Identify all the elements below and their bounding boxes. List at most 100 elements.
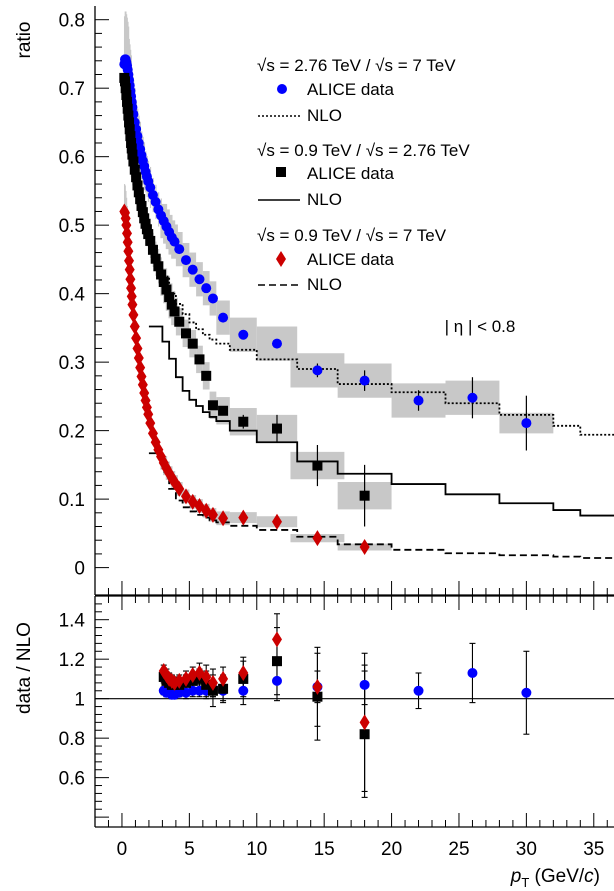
data-point-square bbox=[123, 110, 134, 121]
data-point-square bbox=[131, 172, 142, 183]
data-point-circle bbox=[207, 293, 218, 304]
data-point-circle bbox=[187, 264, 198, 275]
ratio-point-square bbox=[271, 656, 282, 667]
ratio-point-diamond bbox=[174, 672, 185, 689]
ratio-point-diamond bbox=[271, 631, 282, 648]
data-point-diamond bbox=[174, 480, 185, 497]
data-point-diamond bbox=[129, 318, 140, 335]
data-point-square bbox=[127, 149, 138, 160]
legend-marker-square bbox=[276, 167, 286, 177]
top-y-tick-label: 0.4 bbox=[59, 285, 86, 306]
x-tick-label: 25 bbox=[448, 839, 469, 860]
data-point-square bbox=[121, 90, 132, 101]
ratio-point-circle bbox=[413, 685, 424, 696]
data-point-circle bbox=[194, 274, 205, 285]
top-y-tick-label: 0.7 bbox=[59, 79, 85, 100]
ratio-point-circle bbox=[467, 668, 478, 678]
x-tick-label: 20 bbox=[381, 839, 402, 860]
legend: √s = 2.76 TeV / √s = 7 TeV ALICE data NL… bbox=[257, 56, 470, 294]
data-point-square bbox=[124, 124, 135, 135]
data-point-square bbox=[145, 235, 156, 246]
ratio-point-diamond bbox=[187, 666, 198, 683]
data-point-circle bbox=[238, 329, 249, 340]
data-point-square bbox=[126, 143, 137, 154]
data-point-diamond bbox=[312, 530, 323, 547]
legend-marker-circle bbox=[277, 84, 287, 94]
data-point-square bbox=[147, 244, 158, 255]
data-point-square bbox=[180, 328, 191, 339]
bottom-y-tick-label: 1 bbox=[74, 690, 85, 711]
data-point-square bbox=[119, 76, 130, 87]
data-point-square bbox=[153, 261, 164, 272]
data-point-square bbox=[140, 218, 151, 229]
top-axes: 0 0.1 0.2 0.3 0.4 0.5 0.6 0.7 0.8 bbox=[59, 6, 614, 596]
ratio-point-circle bbox=[238, 685, 249, 696]
data-point-square bbox=[124, 117, 135, 128]
x-tick-label: 5 bbox=[184, 839, 195, 860]
data-point-circle bbox=[174, 244, 185, 255]
top-ylabel: ratio bbox=[14, 22, 35, 59]
x-tick-label: 35 bbox=[583, 839, 604, 860]
data-point-diamond bbox=[123, 243, 134, 260]
legend-nlo-label-3: NLO bbox=[307, 275, 342, 294]
bottom-panel: 0 5 10 15 20 25 30 35 0.6 0.8 1 1.2 1.4 bbox=[59, 595, 614, 860]
data-point-square bbox=[201, 370, 212, 381]
data-point-square bbox=[132, 180, 143, 191]
x-tick-label: 10 bbox=[246, 839, 267, 860]
data-point-square bbox=[158, 277, 169, 288]
xlabel: pT (GeV/c) bbox=[510, 866, 600, 890]
data-point-square bbox=[194, 354, 205, 365]
eta-annotation: | η | < 0.8 bbox=[445, 317, 516, 336]
data-point-square bbox=[218, 405, 229, 416]
bottom-error-bars bbox=[160, 613, 530, 798]
bottom-y-tick-label: 0.6 bbox=[59, 769, 85, 790]
legend-data-label-2: ALICE data bbox=[307, 164, 394, 183]
top-y-tick-label: 0.5 bbox=[59, 216, 85, 237]
data-point-square bbox=[139, 213, 150, 224]
ratio-point-diamond bbox=[218, 670, 229, 687]
ratio-point-square bbox=[218, 683, 229, 694]
data-point-square bbox=[174, 316, 185, 327]
ratio-point-circle bbox=[359, 679, 370, 690]
ratio-point-diamond bbox=[207, 674, 218, 691]
data-point-diamond bbox=[207, 506, 218, 523]
x-tick-label: 30 bbox=[516, 839, 537, 860]
ratio-point-diamond bbox=[201, 668, 212, 685]
data-point-square bbox=[135, 194, 146, 205]
top-y-tick-label: 0.2 bbox=[59, 422, 85, 443]
data-point-diamond bbox=[238, 509, 249, 526]
legend-marker-diamond bbox=[276, 251, 286, 267]
data-point-square bbox=[164, 292, 175, 303]
bottom-y-tick-label: 0.8 bbox=[59, 729, 85, 750]
data-point-diamond bbox=[180, 488, 191, 505]
bottom-axes: 0 5 10 15 20 25 30 35 0.6 0.8 1 1.2 1.4 bbox=[59, 595, 614, 860]
data-point-square bbox=[156, 269, 167, 280]
data-point-diamond bbox=[271, 513, 282, 530]
x-tick-label: 0 bbox=[117, 839, 128, 860]
data-point-square bbox=[238, 416, 249, 427]
data-point-diamond bbox=[127, 296, 138, 313]
legend-data-label-1: ALICE data bbox=[307, 80, 394, 99]
ratio-point-square bbox=[359, 729, 370, 740]
ratio-point-circle bbox=[271, 675, 282, 686]
data-point-circle bbox=[413, 395, 424, 406]
data-point-diamond bbox=[131, 330, 142, 347]
data-point-circle bbox=[359, 375, 370, 386]
data-point-circle bbox=[521, 418, 532, 429]
data-point-square bbox=[128, 156, 139, 167]
data-point-square bbox=[359, 490, 370, 501]
data-point-square bbox=[150, 253, 161, 264]
top-y-tick-label: 0.8 bbox=[59, 11, 85, 32]
data-point-square bbox=[122, 96, 133, 107]
data-point-diamond bbox=[128, 306, 139, 323]
x-tick-label: 15 bbox=[314, 839, 335, 860]
data-point-diamond bbox=[124, 261, 135, 278]
top-y-tick-label: 0.3 bbox=[59, 353, 85, 374]
data-point-square bbox=[166, 299, 177, 310]
legend-header-1: √s = 2.76 TeV / √s = 7 TeV bbox=[257, 56, 456, 75]
bottom-y-tick-label: 1.4 bbox=[59, 611, 86, 632]
ratio-point-square bbox=[312, 691, 323, 702]
data-point-circle bbox=[218, 312, 229, 323]
ratio-point-circle bbox=[521, 687, 532, 698]
data-point-square bbox=[137, 207, 148, 218]
